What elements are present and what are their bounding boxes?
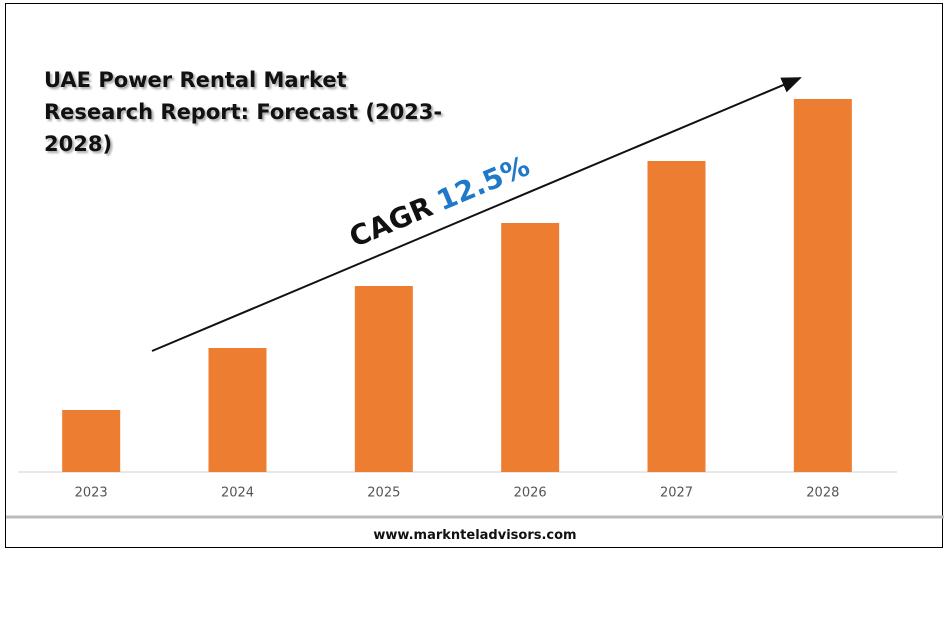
bar	[62, 410, 121, 472]
frame: www.marknteladvisors.com	[5, 3, 943, 548]
bar	[647, 161, 706, 472]
bar	[501, 223, 560, 472]
cagr-label: CAGR	[345, 190, 438, 254]
x-tick-label: 2027	[660, 486, 693, 501]
bar	[208, 348, 267, 472]
footer: www.marknteladvisors.com	[373, 528, 577, 543]
cagr-value: 12.5%	[432, 149, 534, 217]
bar	[793, 99, 852, 472]
trend-arrow	[151, 77, 802, 352]
x-tick-label: 2028	[806, 486, 839, 501]
x-tick-label: 2024	[221, 486, 254, 501]
x-tick-label: 2026	[514, 486, 547, 501]
x-tick-label: 2025	[367, 486, 400, 501]
x-tick-label: 2023	[75, 486, 108, 501]
chart-title: UAE Power Rental Market Research Report:…	[44, 68, 443, 156]
bar	[354, 286, 413, 472]
